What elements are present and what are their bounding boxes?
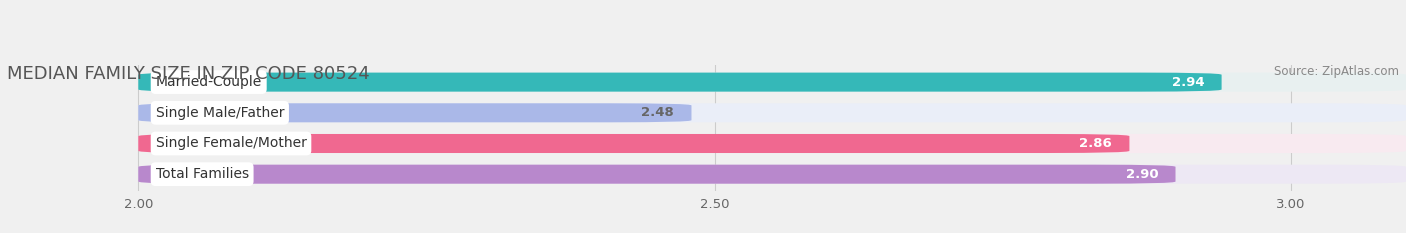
Text: 2.86: 2.86 (1080, 137, 1112, 150)
FancyBboxPatch shape (138, 73, 1222, 92)
FancyBboxPatch shape (138, 165, 1406, 184)
Text: Source: ZipAtlas.com: Source: ZipAtlas.com (1274, 65, 1399, 78)
Text: 2.94: 2.94 (1171, 76, 1205, 89)
FancyBboxPatch shape (138, 134, 1129, 153)
Text: 2.90: 2.90 (1126, 168, 1159, 181)
Text: Single Female/Mother: Single Female/Mother (156, 137, 307, 151)
Text: Married-Couple: Married-Couple (156, 75, 262, 89)
FancyBboxPatch shape (138, 103, 1406, 122)
Text: MEDIAN FAMILY SIZE IN ZIP CODE 80524: MEDIAN FAMILY SIZE IN ZIP CODE 80524 (7, 65, 370, 83)
Text: Single Male/Father: Single Male/Father (156, 106, 284, 120)
FancyBboxPatch shape (138, 134, 1406, 153)
Text: 2.48: 2.48 (641, 106, 675, 119)
FancyBboxPatch shape (138, 103, 692, 122)
FancyBboxPatch shape (138, 165, 1175, 184)
Text: Total Families: Total Families (156, 167, 249, 181)
FancyBboxPatch shape (138, 73, 1406, 92)
